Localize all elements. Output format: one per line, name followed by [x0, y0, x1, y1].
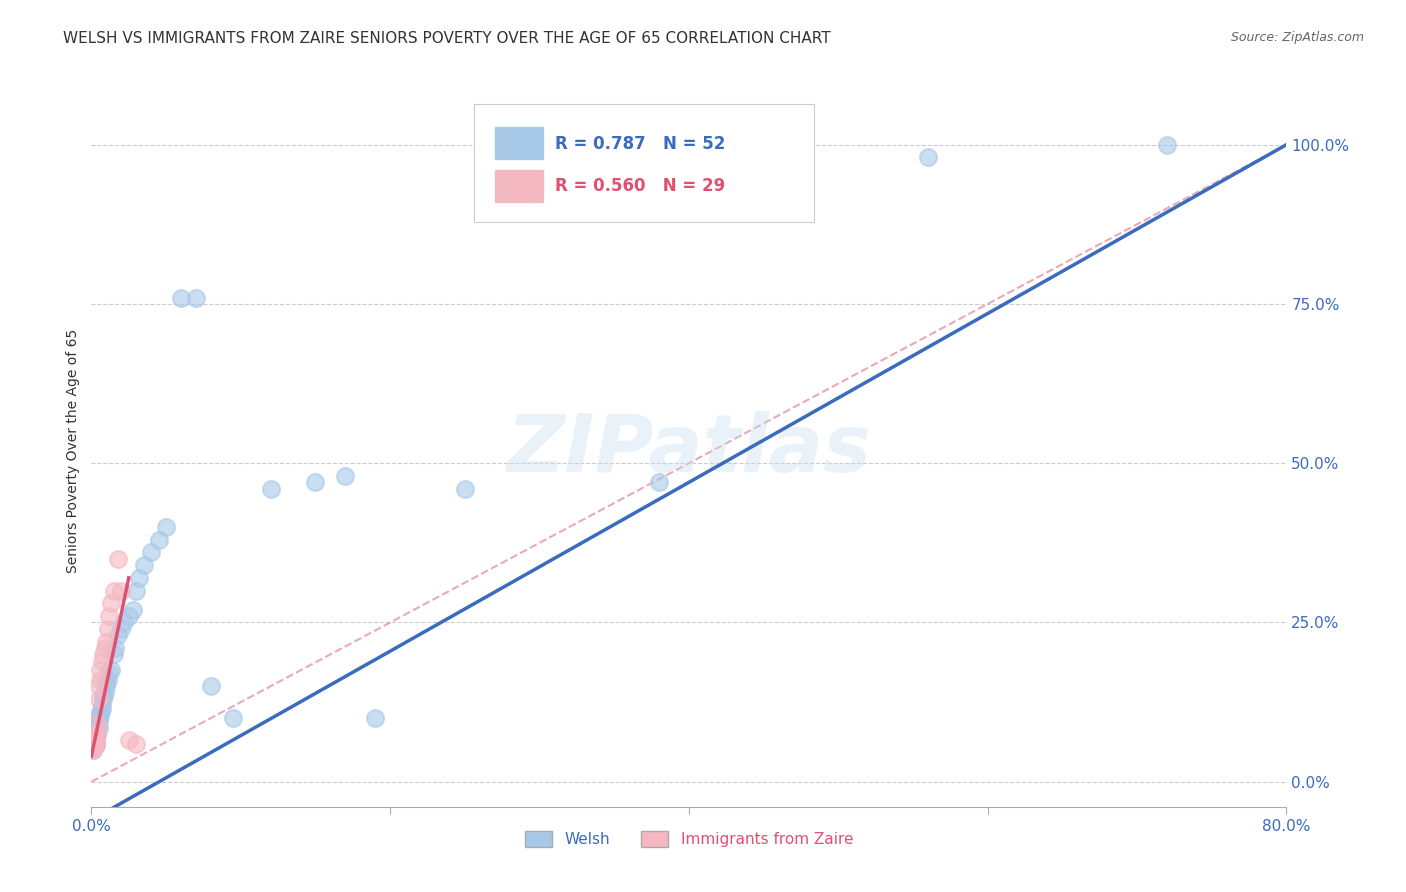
- Point: [98, 666, 121, 681]
- Point: [86, 727, 108, 741]
- Point: [93, 692, 115, 706]
- Point: [84, 735, 107, 749]
- Point: [90, 701, 112, 715]
- Point: [84, 729, 107, 743]
- Point: [100, 663, 122, 677]
- Point: [184, 291, 207, 305]
- Point: [87, 721, 110, 735]
- Point: [83, 733, 105, 747]
- Point: [200, 679, 222, 693]
- Point: [222, 711, 245, 725]
- Point: [82, 737, 104, 751]
- Point: [125, 737, 148, 751]
- FancyBboxPatch shape: [474, 104, 814, 222]
- Point: [83, 739, 105, 754]
- Point: [364, 711, 387, 725]
- Point: [259, 482, 281, 496]
- Point: [917, 150, 939, 164]
- Point: [87, 714, 110, 729]
- Point: [89, 663, 111, 677]
- Point: [87, 679, 110, 693]
- Point: [96, 676, 118, 690]
- Text: ZIPatlas: ZIPatlas: [506, 411, 872, 490]
- Point: [97, 622, 120, 636]
- Point: [118, 609, 141, 624]
- Point: [82, 743, 104, 757]
- Y-axis label: Seniors Poverty Over the Age of 65: Seniors Poverty Over the Age of 65: [66, 328, 80, 573]
- Point: [94, 685, 117, 699]
- Point: [110, 622, 132, 636]
- Point: [83, 730, 105, 744]
- Point: [125, 583, 148, 598]
- Point: [90, 654, 112, 668]
- Point: [335, 469, 357, 483]
- Point: [107, 628, 129, 642]
- Point: [103, 583, 125, 598]
- Point: [89, 707, 111, 722]
- Point: [86, 727, 108, 741]
- Point: [304, 475, 326, 490]
- Point: [84, 737, 107, 751]
- Point: [110, 583, 132, 598]
- Point: [87, 711, 110, 725]
- Point: [132, 558, 155, 573]
- Point: [118, 733, 141, 747]
- Point: [122, 603, 145, 617]
- Point: [87, 692, 110, 706]
- Point: [84, 730, 107, 744]
- Point: [93, 689, 115, 703]
- Point: [96, 634, 118, 648]
- Point: [1156, 137, 1178, 152]
- Point: [82, 739, 104, 754]
- Point: [454, 482, 477, 496]
- Point: [155, 520, 177, 534]
- Text: R = 0.560   N = 29: R = 0.560 N = 29: [555, 178, 725, 195]
- Point: [89, 673, 111, 687]
- Point: [98, 609, 121, 624]
- Point: [107, 551, 129, 566]
- Point: [84, 731, 107, 746]
- Point: [82, 743, 104, 757]
- Point: [83, 730, 105, 744]
- Legend: Welsh, Immigrants from Zaire: Welsh, Immigrants from Zaire: [519, 825, 859, 853]
- Point: [103, 648, 125, 662]
- Point: [82, 733, 104, 747]
- Point: [148, 533, 170, 547]
- Point: [170, 291, 193, 305]
- Point: [104, 640, 127, 655]
- Point: [112, 615, 135, 630]
- Point: [86, 717, 108, 731]
- Point: [82, 737, 104, 751]
- Text: R = 0.787   N = 52: R = 0.787 N = 52: [555, 135, 725, 153]
- Point: [141, 545, 163, 559]
- Point: [93, 648, 115, 662]
- Point: [89, 705, 111, 719]
- Point: [86, 723, 108, 738]
- Point: [83, 739, 105, 754]
- Point: [100, 596, 122, 610]
- Point: [84, 738, 107, 752]
- Point: [648, 475, 671, 490]
- Point: [86, 717, 108, 731]
- FancyBboxPatch shape: [495, 128, 543, 160]
- Point: [97, 673, 120, 687]
- Point: [94, 640, 117, 655]
- Point: [96, 679, 118, 693]
- FancyBboxPatch shape: [495, 170, 543, 202]
- Point: [90, 698, 112, 713]
- Point: [83, 733, 105, 747]
- Point: [84, 733, 107, 747]
- Text: Source: ZipAtlas.com: Source: ZipAtlas.com: [1230, 31, 1364, 45]
- Text: WELSH VS IMMIGRANTS FROM ZAIRE SENIORS POVERTY OVER THE AGE OF 65 CORRELATION CH: WELSH VS IMMIGRANTS FROM ZAIRE SENIORS P…: [63, 31, 831, 46]
- Point: [128, 571, 150, 585]
- Point: [83, 737, 105, 751]
